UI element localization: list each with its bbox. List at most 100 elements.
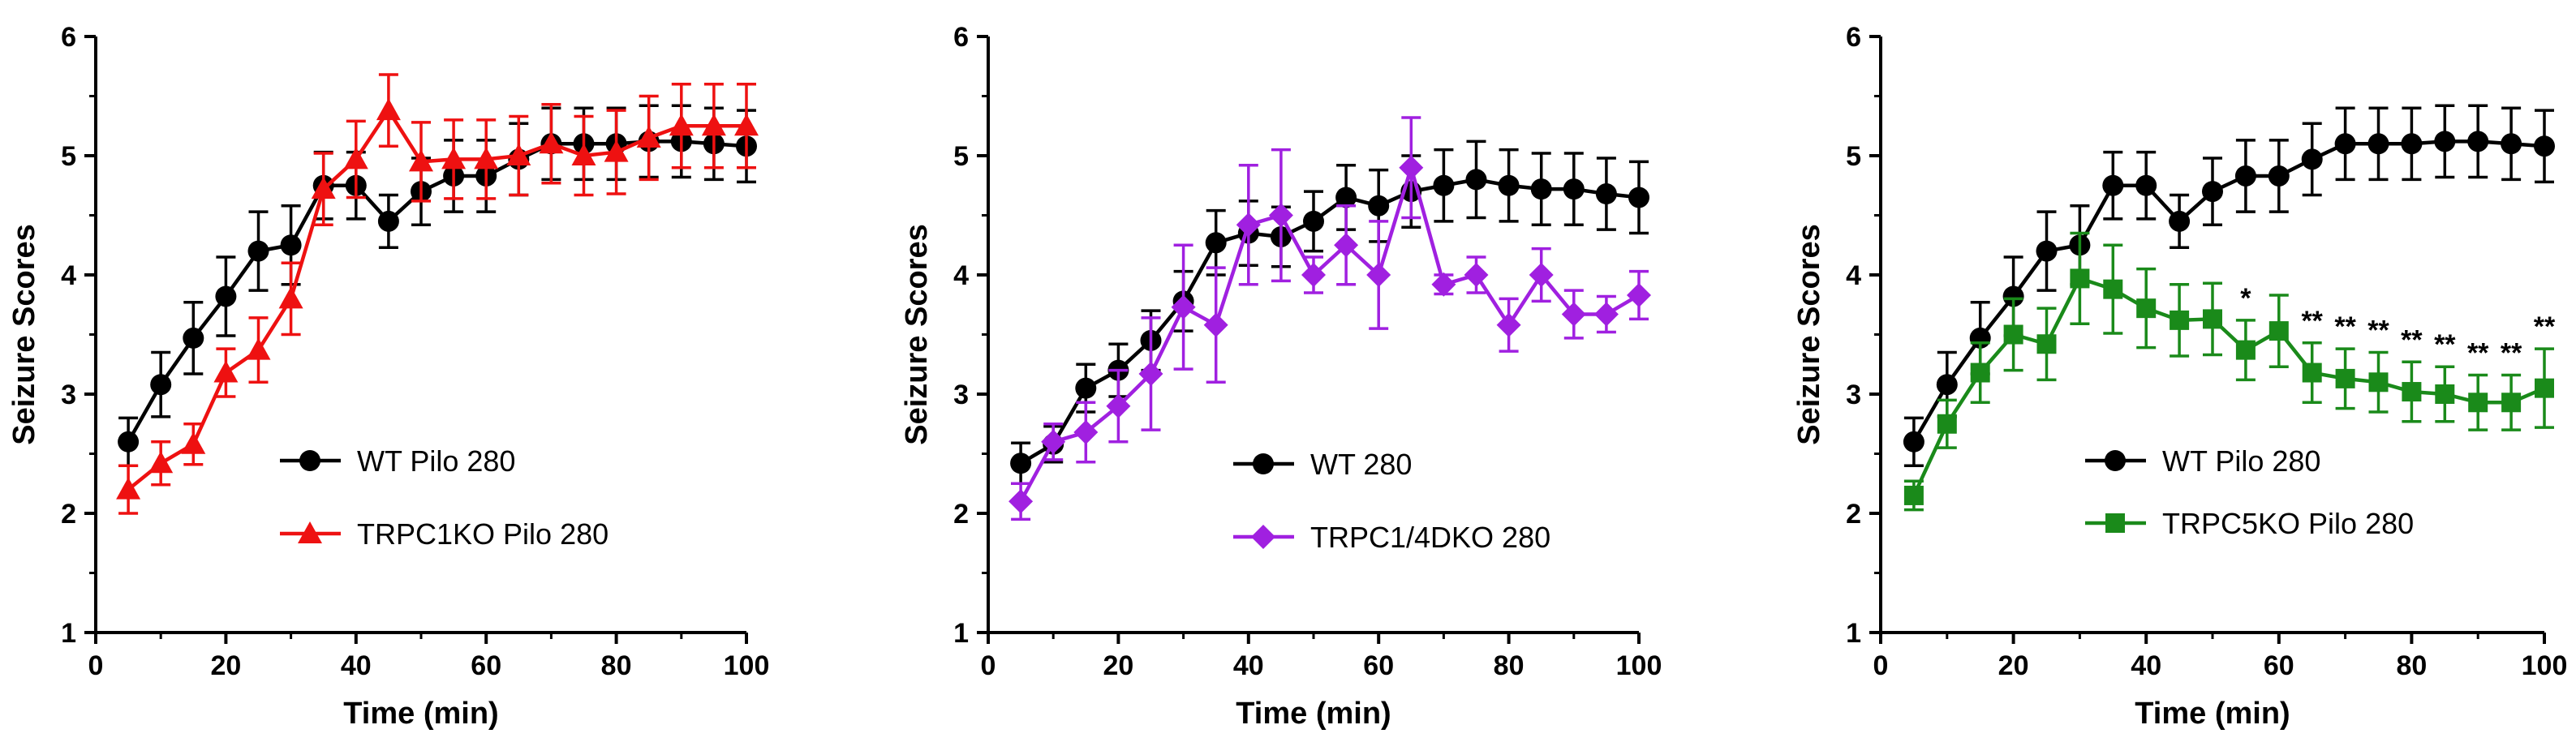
data-point xyxy=(2501,393,2522,413)
data-point xyxy=(2003,324,2023,345)
data-point xyxy=(1563,178,1585,200)
y-axis-title: Seizure Scores xyxy=(900,224,934,444)
y-tick-label: 4 xyxy=(61,260,76,291)
data-point xyxy=(1301,263,1326,287)
legend-marker xyxy=(2105,513,2125,533)
data-point xyxy=(2535,378,2554,398)
data-point xyxy=(1041,429,1066,454)
data-point xyxy=(2070,268,2090,289)
series-2 xyxy=(116,73,759,515)
data-point xyxy=(1530,178,1552,200)
legend-entry-1: WT 280 xyxy=(1233,448,1412,481)
data-point xyxy=(150,374,172,396)
data-point xyxy=(2334,133,2356,155)
data-point xyxy=(734,114,759,136)
data-point xyxy=(1075,377,1097,399)
data-point xyxy=(2135,174,2157,196)
y-tick-label: 2 xyxy=(61,499,76,530)
data-point xyxy=(116,477,141,500)
data-point xyxy=(409,149,433,172)
data-point xyxy=(2368,372,2389,393)
data-point xyxy=(183,327,204,349)
data-point xyxy=(1138,362,1163,387)
data-point xyxy=(1433,174,1455,196)
x-tick-label: 40 xyxy=(1233,650,1264,681)
x-tick-label: 60 xyxy=(471,650,501,681)
series-line xyxy=(1019,178,1640,465)
x-tick-label: 40 xyxy=(341,650,372,681)
data-point xyxy=(701,114,726,136)
legend-entry-1: WT Pilo 280 xyxy=(280,444,515,478)
legend-label: TRPC1KO Pilo 280 xyxy=(357,517,609,551)
series-2 xyxy=(1008,116,1651,521)
data-point xyxy=(636,125,661,148)
y-tick-label: 5 xyxy=(953,141,969,172)
x-tick-label: 0 xyxy=(981,650,996,681)
legend-entry-2: TRPC5KO Pilo 280 xyxy=(2085,507,2414,540)
data-point xyxy=(2036,334,2057,354)
significance-marker: ** xyxy=(2467,337,2489,368)
x-tick-label: 60 xyxy=(1363,650,1394,681)
significance-marker: ** xyxy=(2534,311,2556,342)
data-point xyxy=(246,337,271,360)
y-tick-label: 2 xyxy=(953,499,969,530)
data-point xyxy=(604,139,629,162)
data-point xyxy=(2401,133,2423,155)
series-1 xyxy=(1903,104,2555,467)
data-point xyxy=(1496,312,1521,337)
y-tick-label: 6 xyxy=(1846,22,1861,53)
legend-label: WT 280 xyxy=(1310,448,1412,481)
data-point xyxy=(2103,279,2123,299)
data-point xyxy=(1205,232,1227,254)
data-point xyxy=(1936,374,1958,396)
data-point xyxy=(2301,148,2323,170)
data-point xyxy=(2435,384,2455,404)
y-tick-label: 6 xyxy=(61,22,76,53)
legend-label: TRPC1/4DKO 280 xyxy=(1310,521,1550,554)
legend-entry-2: TRPC1KO Pilo 280 xyxy=(280,517,609,551)
data-point xyxy=(247,240,269,262)
legend-marker xyxy=(1253,453,1274,474)
data-point xyxy=(181,431,206,454)
legend-marker xyxy=(1251,525,1275,549)
x-axis-title: Time (min) xyxy=(1236,697,1391,731)
data-point xyxy=(1335,187,1357,208)
series-2 xyxy=(1903,231,2554,512)
data-point xyxy=(148,451,174,474)
x-tick-label: 80 xyxy=(1494,650,1525,681)
data-point xyxy=(2202,181,2223,203)
x-tick-label: 80 xyxy=(601,650,632,681)
x-tick-label: 100 xyxy=(724,650,770,681)
x-axis-title: Time (min) xyxy=(343,697,498,731)
data-point xyxy=(1970,362,1990,383)
data-point xyxy=(2434,131,2456,152)
data-point xyxy=(213,360,239,383)
data-point xyxy=(1529,263,1554,287)
data-point xyxy=(1627,282,1651,307)
x-tick-label: 0 xyxy=(88,650,104,681)
data-point xyxy=(2268,165,2290,187)
data-point xyxy=(1595,183,1617,205)
significance-marker: ** xyxy=(2434,329,2456,360)
data-point xyxy=(1008,489,1034,514)
data-point xyxy=(2468,393,2488,413)
data-point xyxy=(311,177,336,199)
legend-marker xyxy=(299,450,320,471)
data-point xyxy=(377,210,399,232)
data-point xyxy=(1073,420,1099,445)
data-point xyxy=(2302,362,2322,383)
significance-marker: ** xyxy=(2401,324,2423,355)
legend-entry-2: TRPC1/4DKO 280 xyxy=(1233,521,1550,554)
data-point xyxy=(669,114,694,136)
data-point xyxy=(1171,294,1196,320)
y-tick-label: 3 xyxy=(1846,380,1861,410)
data-point xyxy=(1399,155,1424,180)
y-tick-label: 3 xyxy=(61,380,76,410)
y-tick-label: 1 xyxy=(61,618,76,649)
data-point xyxy=(2467,131,2489,152)
data-point xyxy=(2234,165,2256,187)
y-tick-label: 2 xyxy=(1846,499,1861,530)
